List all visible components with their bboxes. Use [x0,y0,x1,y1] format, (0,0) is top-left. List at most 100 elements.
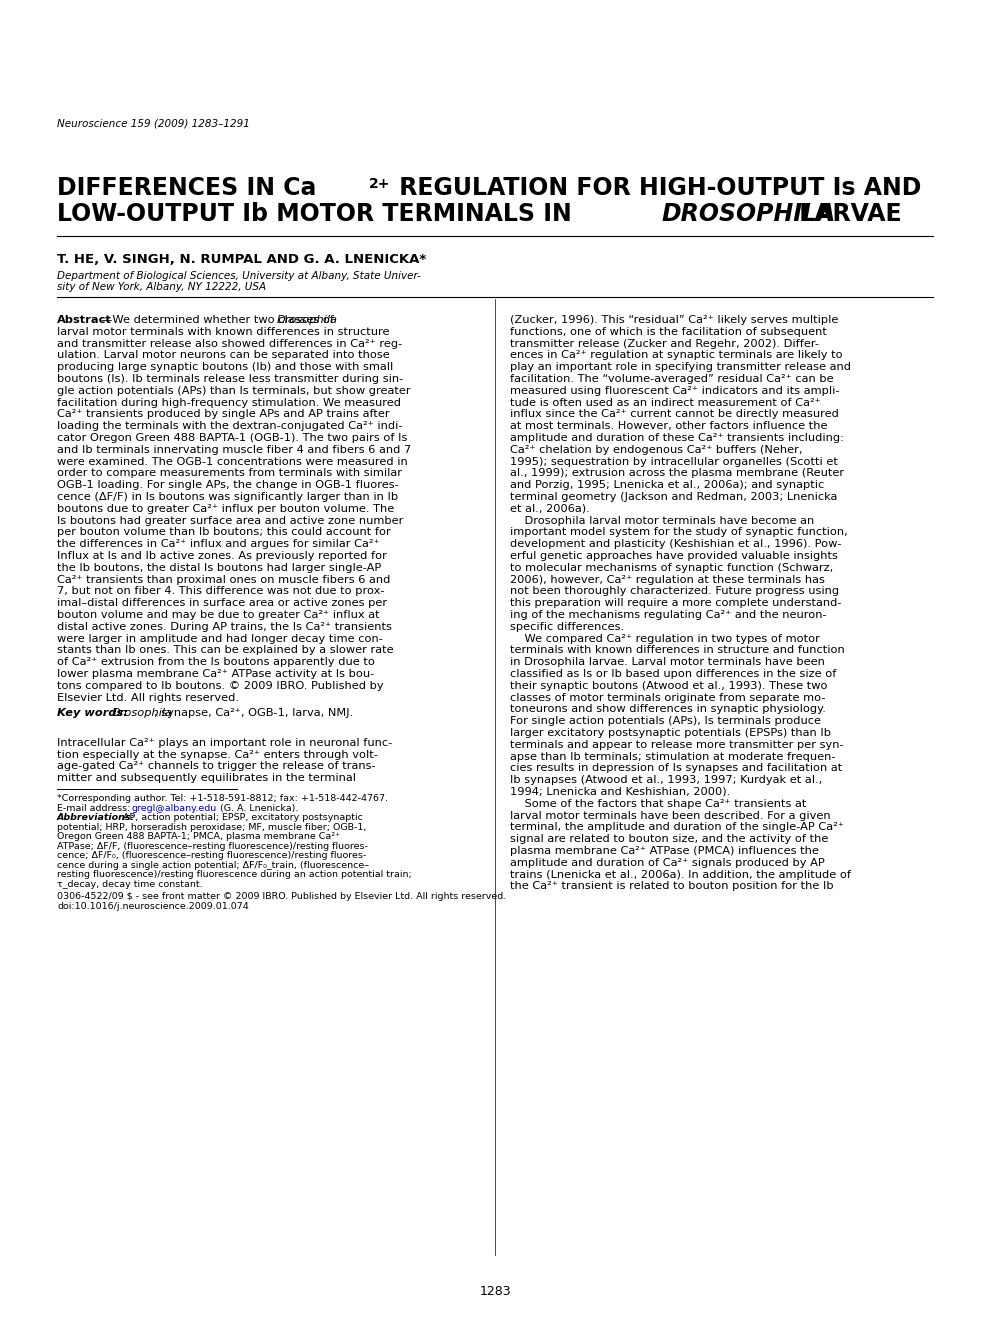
Text: and Porzig, 1995; Lnenicka et al., 2006a); and synaptic: and Porzig, 1995; Lnenicka et al., 2006a… [510,480,825,490]
Text: ing of the mechanisms regulating Ca²⁺ and the neuron-: ing of the mechanisms regulating Ca²⁺ an… [510,610,827,620]
Text: Drosophila: Drosophila [112,709,173,718]
Text: Drosophila larval motor terminals have become an: Drosophila larval motor terminals have b… [510,516,814,525]
Text: of Ca²⁺ extrusion from the Is boutons apparently due to: of Ca²⁺ extrusion from the Is boutons ap… [57,657,375,667]
Text: stants than Ib ones. This can be explained by a slower rate: stants than Ib ones. This can be explain… [57,645,394,656]
Text: terminals with known differences in structure and function: terminals with known differences in stru… [510,645,844,656]
Text: We compared Ca²⁺ regulation in two types of motor: We compared Ca²⁺ regulation in two types… [510,634,820,644]
Text: tude is often used as an indirect measurement of Ca²⁺: tude is often used as an indirect measur… [510,397,821,408]
Text: potential; HRP, horseradish peroxidase; MF, muscle fiber; OGB-1,: potential; HRP, horseradish peroxidase; … [57,822,366,832]
Text: Ca²⁺ chelation by endogenous Ca²⁺ buffers (Neher,: Ca²⁺ chelation by endogenous Ca²⁺ buffer… [510,445,803,455]
Text: facilitation during high-frequency stimulation. We measured: facilitation during high-frequency stimu… [57,397,401,408]
Text: facilitation. The “volume-averaged” residual Ca²⁺ can be: facilitation. The “volume-averaged” resi… [510,374,834,384]
Text: tons compared to Ib boutons. © 2009 IBRO. Published by: tons compared to Ib boutons. © 2009 IBRO… [57,681,384,690]
Text: development and plasticity (Keshishian et al., 1996). Pow-: development and plasticity (Keshishian e… [510,539,842,549]
Text: larval motor terminals have been described. For a given: larval motor terminals have been describ… [510,810,831,821]
Text: larval motor terminals with known differences in structure: larval motor terminals with known differ… [57,327,389,337]
Text: trains (Lnenicka et al., 2006a). In addition, the amplitude of: trains (Lnenicka et al., 2006a). In addi… [510,870,851,879]
Text: Is boutons had greater surface area and active zone number: Is boutons had greater surface area and … [57,516,403,525]
Text: T. HE, V. SINGH, N. RUMPAL AND G. A. LNENICKA*: T. HE, V. SINGH, N. RUMPAL AND G. A. LNE… [57,253,427,267]
Text: lower plasma membrane Ca²⁺ ATPase activity at Is bou-: lower plasma membrane Ca²⁺ ATPase activi… [57,669,374,678]
Text: transmitter release (Zucker and Regehr, 2002). Differ-: transmitter release (Zucker and Regehr, … [510,339,819,348]
Text: the differences in Ca²⁺ influx and argues for similar Ca²⁺: the differences in Ca²⁺ influx and argue… [57,539,379,549]
Text: et al., 2006a).: et al., 2006a). [510,504,590,513]
Text: For single action potentials (APs), Is terminals produce: For single action potentials (APs), Is t… [510,717,821,726]
Text: DROSOPHILA: DROSOPHILA [661,202,836,226]
Text: classes of motor terminals originate from separate mo-: classes of motor terminals originate fro… [510,693,826,702]
Text: Key words:: Key words: [57,709,132,718]
Text: AP, action potential; EPSP, excitatory postsynaptic: AP, action potential; EPSP, excitatory p… [123,813,363,822]
Text: ulation. Larval motor neurons can be separated into those: ulation. Larval motor neurons can be sep… [57,350,390,360]
Text: Oregon Green 488 BAPTA-1; PMCA, plasma membrane Ca²⁺: Oregon Green 488 BAPTA-1; PMCA, plasma m… [57,832,341,841]
Text: ences in Ca²⁺ regulation at synaptic terminals are likely to: ences in Ca²⁺ regulation at synaptic ter… [510,350,842,360]
Text: Ib synapses (Atwood et al., 1993, 1997; Kurdyak et al.,: Ib synapses (Atwood et al., 1993, 1997; … [510,775,823,785]
Text: Abbreviations:: Abbreviations: [57,813,139,822]
Text: classified as Is or Ib based upon differences in the size of: classified as Is or Ib based upon differ… [510,669,837,678]
Text: producing large synaptic boutons (Ib) and those with small: producing large synaptic boutons (Ib) an… [57,362,393,372]
Text: functions, one of which is the facilitation of subsequent: functions, one of which is the facilitat… [510,327,827,337]
Text: LARVAE: LARVAE [791,202,902,226]
Text: to molecular mechanisms of synaptic function (Schwarz,: to molecular mechanisms of synaptic func… [510,562,834,573]
Text: LOW-OUTPUT Ib MOTOR TERMINALS IN: LOW-OUTPUT Ib MOTOR TERMINALS IN [57,202,580,226]
Text: 1283: 1283 [479,1284,511,1298]
Text: their synaptic boutons (Atwood et al., 1993). These two: their synaptic boutons (Atwood et al., 1… [510,681,828,690]
Text: measured using fluorescent Ca²⁺ indicators and its ampli-: measured using fluorescent Ca²⁺ indicato… [510,385,840,396]
Text: al., 1999); extrusion across the plasma membrane (Reuter: al., 1999); extrusion across the plasma … [510,469,844,478]
Text: Influx at Is and Ib active zones. As previously reported for: Influx at Is and Ib active zones. As pre… [57,550,387,561]
Text: ATPase; ΔF/F, (fluorescence–resting fluorescence)/resting fluores-: ATPase; ΔF/F, (fluorescence–resting fluo… [57,842,368,850]
Text: bouton volume and may be due to greater Ca²⁺ influx at: bouton volume and may be due to greater … [57,610,379,620]
Text: Abstract: Abstract [57,315,112,325]
Text: *Corresponding author. Tel: +1-518-591-8812; fax: +1-518-442-4767.: *Corresponding author. Tel: +1-518-591-8… [57,795,388,803]
Text: signal are related to bouton size, and the activity of the: signal are related to bouton size, and t… [510,834,829,845]
Text: not been thoroughly characterized. Future progress using: not been thoroughly characterized. Futur… [510,586,840,597]
Text: 2+: 2+ [369,177,390,191]
Text: and Ib terminals innervating muscle fiber 4 and fibers 6 and 7: and Ib terminals innervating muscle fibe… [57,445,411,455]
Text: toneurons and show differences in synaptic physiology.: toneurons and show differences in synapt… [510,705,826,714]
Text: the Ca²⁺ transient is related to bouton position for the Ib: the Ca²⁺ transient is related to bouton … [510,882,834,891]
Text: specific differences.: specific differences. [510,622,624,632]
Text: cence during a single action potential; ΔF/F₀_train, (fluorescence–: cence during a single action potential; … [57,861,369,870]
Text: Elsevier Ltd. All rights reserved.: Elsevier Ltd. All rights reserved. [57,693,239,702]
Text: cence (ΔF/F) in Is boutons was significantly larger than in Ib: cence (ΔF/F) in Is boutons was significa… [57,492,398,502]
Text: boutons due to greater Ca²⁺ influx per bouton volume. The: boutons due to greater Ca²⁺ influx per b… [57,504,394,513]
Text: resting fluorescence)/resting fluorescence during an action potential train;: resting fluorescence)/resting fluorescen… [57,870,412,879]
Text: distal active zones. During AP trains, the Is Ca²⁺ transients: distal active zones. During AP trains, t… [57,622,392,632]
Text: 0306-4522/09 $ - see front matter © 2009 IBRO. Published by Elsevier Ltd. All ri: 0306-4522/09 $ - see front matter © 2009… [57,892,506,902]
Text: age-gated Ca²⁺ channels to trigger the release of trans-: age-gated Ca²⁺ channels to trigger the r… [57,762,375,771]
Text: Ca²⁺ transients produced by single APs and AP trains after: Ca²⁺ transients produced by single APs a… [57,409,390,420]
Text: OGB-1 loading. For single APs, the change in OGB-1 fluores-: OGB-1 loading. For single APs, the chang… [57,480,399,490]
Text: plasma membrane Ca²⁺ ATPase (PMCA) influences the: plasma membrane Ca²⁺ ATPase (PMCA) influ… [510,846,819,855]
Text: sity of New York, Albany, NY 12222, USA: sity of New York, Albany, NY 12222, USA [57,282,266,292]
Text: important model system for the study of synaptic function,: important model system for the study of … [510,528,847,537]
Text: loading the terminals with the dextran-conjugated Ca²⁺ indi-: loading the terminals with the dextran-c… [57,421,403,432]
Text: in Drosophila larvae. Larval motor terminals have been: in Drosophila larvae. Larval motor termi… [510,657,825,667]
Text: E-mail address:: E-mail address: [57,804,134,813]
Text: the Ib boutons, the distal Is boutons had larger single-AP: the Ib boutons, the distal Is boutons ha… [57,562,381,573]
Text: 1995); sequestration by intracellular organelles (Scotti et: 1995); sequestration by intracellular or… [510,457,838,466]
Text: (Zucker, 1996). This “residual” Ca²⁺ likely serves multiple: (Zucker, 1996). This “residual” Ca²⁺ lik… [510,315,839,325]
Text: play an important role in specifying transmitter release and: play an important role in specifying tra… [510,362,851,372]
Text: terminal geometry (Jackson and Redman, 2003; Lnenicka: terminal geometry (Jackson and Redman, 2… [510,492,838,502]
Text: cator Oregon Green 488 BAPTA-1 (OGB-1). The two pairs of Is: cator Oregon Green 488 BAPTA-1 (OGB-1). … [57,433,407,444]
Text: Neuroscience 159 (2009) 1283–1291: Neuroscience 159 (2009) 1283–1291 [57,117,249,128]
Text: τ_decay, decay time constant.: τ_decay, decay time constant. [57,879,203,888]
Text: Department of Biological Sciences, University at Albany, State Univer-: Department of Biological Sciences, Unive… [57,271,421,281]
Text: —We determined whether two classes of: —We determined whether two classes of [101,315,338,325]
Text: and transmitter release also showed differences in Ca²⁺ reg-: and transmitter release also showed diff… [57,339,402,348]
Text: were larger in amplitude and had longer decay time con-: were larger in amplitude and had longer … [57,634,383,644]
Text: 7, but not on fiber 4. This difference was not due to prox-: 7, but not on fiber 4. This difference w… [57,586,384,597]
Text: order to compare measurements from terminals with similar: order to compare measurements from termi… [57,469,402,478]
Text: 2006), however, Ca²⁺ regulation at these terminals has: 2006), however, Ca²⁺ regulation at these… [510,574,825,585]
Text: , synapse, Ca²⁺, OGB-1, larva, NMJ.: , synapse, Ca²⁺, OGB-1, larva, NMJ. [154,709,353,718]
Text: per bouton volume than Ib boutons; this could account for: per bouton volume than Ib boutons; this … [57,528,391,537]
Text: gle action potentials (APs) than Is terminals, but show greater: gle action potentials (APs) than Is term… [57,385,411,396]
Text: mitter and subsequently equilibrates in the terminal: mitter and subsequently equilibrates in … [57,774,356,783]
Text: influx since the Ca²⁺ current cannot be directly measured: influx since the Ca²⁺ current cannot be … [510,409,839,420]
Text: (G. A. Lnenicka).: (G. A. Lnenicka). [217,804,298,813]
Text: Ca²⁺ transients than proximal ones on muscle fibers 6 and: Ca²⁺ transients than proximal ones on mu… [57,574,390,585]
Text: 1994; Lnenicka and Keshishian, 2000).: 1994; Lnenicka and Keshishian, 2000). [510,787,731,797]
Text: terminals and appear to release more transmitter per syn-: terminals and appear to release more tra… [510,739,843,750]
Text: DIFFERENCES IN Ca: DIFFERENCES IN Ca [57,176,317,201]
Text: cies results in depression of Is synapses and facilitation at: cies results in depression of Is synapse… [510,763,842,774]
Text: apse than Ib terminals; stimulation at moderate frequen-: apse than Ib terminals; stimulation at m… [510,751,836,762]
Text: were examined. The OGB-1 concentrations were measured in: were examined. The OGB-1 concentrations … [57,457,408,466]
